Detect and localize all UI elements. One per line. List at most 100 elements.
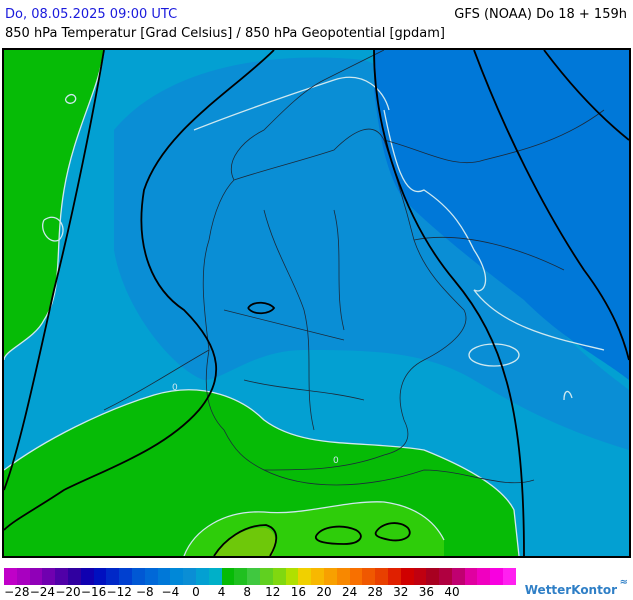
scale-swatch	[362, 568, 376, 585]
scale-swatch	[336, 568, 350, 585]
isotherm-label: 0	[333, 456, 339, 466]
scale-swatch	[285, 568, 299, 585]
scale-label: 32	[393, 585, 409, 599]
weather-map: 0 0	[2, 48, 631, 558]
scale-swatch	[400, 568, 414, 585]
temperature-field-green-west	[4, 50, 104, 360]
border-state-4	[243, 379, 365, 401]
scale-swatch	[464, 568, 478, 585]
scale-swatch	[413, 568, 427, 585]
temperature-field-mid-blue	[374, 50, 629, 380]
map-header: Do, 08.05.2025 09:00 UTC GFS (NOAA) Do 1…	[0, 0, 633, 48]
geopotential-closed-alp-2	[315, 525, 362, 545]
isotherm-label: 0	[172, 383, 178, 393]
scale-swatch	[247, 568, 260, 585]
scale-swatch	[106, 568, 120, 585]
scale-swatch	[259, 568, 273, 585]
border-neighbor-west	[103, 349, 210, 411]
geopotential-closed-center	[247, 301, 276, 315]
scale-label: −12	[106, 585, 132, 599]
scale-swatch	[490, 568, 504, 585]
scale-label: −4	[161, 585, 180, 599]
geopotential-east	[373, 50, 525, 556]
brand-logo: WetterKontor ≈	[524, 577, 628, 597]
isotherm-center	[193, 76, 390, 131]
scale-swatch	[349, 568, 363, 585]
scale-label: −20	[55, 585, 81, 599]
geopotential-lines	[4, 50, 629, 556]
scale-swatch	[323, 568, 337, 585]
geopotential-center	[4, 50, 275, 531]
geopotential-far-east	[473, 50, 629, 361]
isotherms	[4, 50, 605, 556]
scale-label: 40	[444, 585, 460, 599]
border-state-3	[223, 309, 345, 341]
model-run: GFS (NOAA) Do 18 + 159h	[454, 7, 627, 22]
coastline-east	[383, 109, 605, 164]
border-neighbor-east	[413, 237, 565, 271]
scale-swatch	[221, 568, 235, 585]
scale-label: −8	[135, 585, 154, 599]
scale-swatch	[144, 568, 158, 585]
isotherm-zero-south	[4, 389, 520, 556]
scale-swatch	[16, 568, 30, 585]
scale-swatch	[170, 568, 184, 585]
scale-swatch	[234, 568, 248, 585]
border-neighbor-south	[263, 469, 535, 486]
scale-swatch	[387, 568, 401, 585]
logo-wave-icon: ≈	[619, 577, 628, 588]
scale-label: 8	[243, 585, 252, 599]
scale-label: 28	[367, 585, 383, 599]
scale-swatch	[67, 568, 81, 585]
temperature-field-yellow-green	[214, 527, 276, 556]
scale-swatch	[311, 568, 324, 585]
scale-label: 16	[290, 585, 307, 599]
scale-swatch	[375, 568, 388, 585]
scale-swatch	[208, 568, 222, 585]
geopotential-corner-ne	[543, 50, 629, 141]
scale-label: −24	[29, 585, 56, 599]
temperature-legend: −28 −24 −20 −16 −12 −8 −4 0 4 8 12 16 20 24 28 32 36 40	[4, 568, 516, 600]
scale-swatch	[93, 568, 107, 585]
color-scale	[4, 568, 516, 585]
scale-label: −28	[4, 585, 30, 599]
coastline-north	[231, 50, 385, 181]
cold-pocket-center	[246, 303, 272, 313]
isotherm-southeast	[563, 390, 573, 401]
isotherm-zero-west	[4, 50, 105, 361]
scale-swatch	[4, 568, 17, 585]
border-state-1	[263, 209, 305, 311]
scale-swatch	[80, 568, 94, 585]
isotherm-loop-nw	[64, 94, 77, 104]
scale-swatch	[426, 568, 440, 585]
brand-name: WetterKontor	[524, 583, 617, 597]
geopotential-west	[4, 50, 105, 491]
isotherm-small-west	[42, 216, 64, 242]
scale-label: −16	[80, 585, 107, 599]
borders	[103, 50, 605, 486]
geopotential-closed-alp-1	[213, 524, 278, 556]
border-germany	[202, 128, 467, 471]
scale-swatch	[439, 568, 452, 585]
scale-label: 0	[192, 585, 200, 599]
scale-label: 36	[418, 585, 435, 599]
scale-labels: −28 −24 −20 −16 −12 −8 −4 0 4 8 12 16 20 24 28 32 36 40	[4, 585, 516, 600]
scale-label: 24	[341, 585, 358, 599]
scale-swatch	[55, 568, 68, 585]
scale-swatch	[272, 568, 286, 585]
scale-swatch	[298, 568, 312, 585]
scale-swatch	[195, 568, 209, 585]
scale-swatch	[42, 568, 56, 585]
border-state-2	[333, 209, 345, 331]
geopotential-closed-alp-3	[374, 522, 411, 542]
map-title: 850 hPa Temperatur [Grad Celsius] / 850 …	[5, 26, 446, 41]
scale-swatch	[451, 568, 465, 585]
map-canvas: 0 0	[4, 50, 629, 556]
valid-time: Do, 08.05.2025 09:00 UTC	[5, 7, 178, 22]
scale-swatch	[183, 568, 196, 585]
scale-swatch	[157, 568, 171, 585]
scale-label: 4	[217, 585, 226, 599]
isotherm-east	[383, 109, 605, 351]
scale-swatch	[503, 568, 516, 585]
border-state-5	[303, 309, 315, 431]
